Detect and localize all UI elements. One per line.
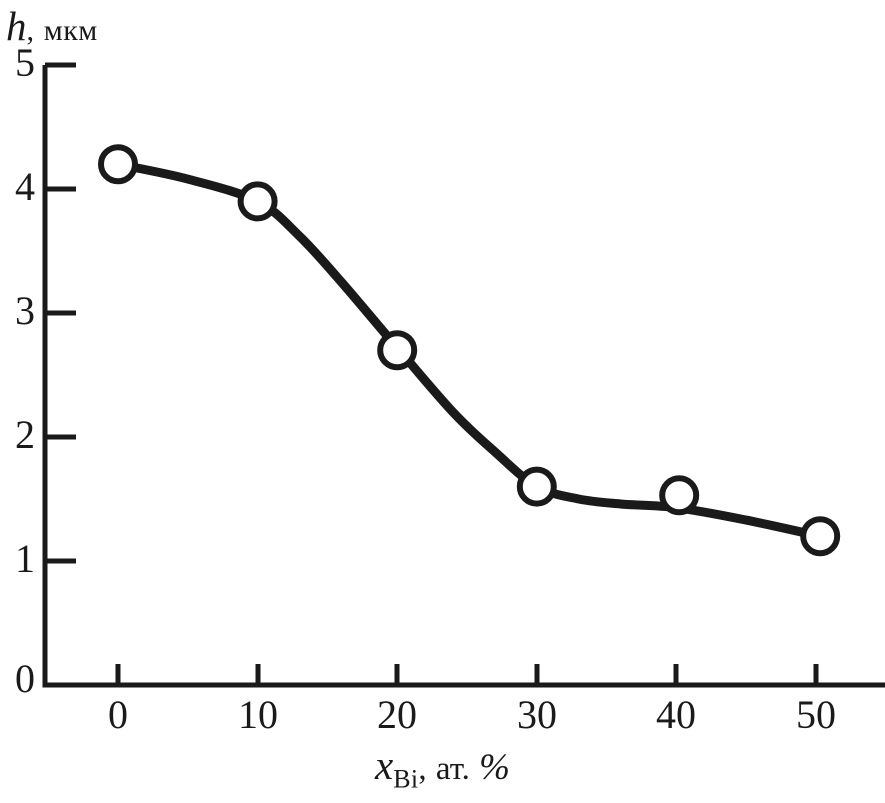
- x-axis-separator: ,: [418, 751, 427, 787]
- y-axis-symbol: h: [6, 3, 27, 49]
- y-axis-units: мкм: [43, 14, 98, 47]
- y-tick-label-2: 2: [15, 412, 35, 457]
- x-axis-symbol: x: [375, 742, 394, 788]
- y-tick-label-4: 4: [15, 164, 35, 209]
- data-point-marker: [516, 466, 557, 507]
- axis-spines: [42, 65, 885, 688]
- x-axis-units: ат.: [435, 751, 470, 787]
- data-point-marker: [377, 330, 418, 371]
- y-axis-title: h, мкм: [6, 6, 98, 47]
- data-point-marker: [237, 181, 278, 222]
- x-tick-label-40: 40: [656, 692, 696, 737]
- y-axis-separator: ,: [26, 14, 35, 47]
- x-tick-label-50: 50: [796, 692, 836, 737]
- x-axis-ticks: [115, 664, 819, 685]
- y-tick-label-0: 0: [15, 656, 35, 701]
- x-tick-label-20: 20: [377, 692, 417, 737]
- data-point-marker: [98, 144, 138, 185]
- y-tick-label-3: 3: [15, 288, 35, 333]
- x-tick-label-0: 0: [108, 692, 128, 737]
- y-tick-label-1: 1: [15, 536, 35, 581]
- x-axis-title: xBi, ат. %: [0, 745, 885, 792]
- x-tick-label-30: 30: [517, 692, 557, 737]
- data-markers: [98, 144, 841, 557]
- data-point-marker: [800, 516, 841, 557]
- data-point-marker: [659, 475, 700, 516]
- y-axis-ticks: [45, 62, 76, 564]
- x-tick-label-10: 10: [238, 692, 278, 737]
- y-tick-label-5: 5: [15, 40, 35, 85]
- x-axis-subscript: Bi: [393, 764, 419, 794]
- data-series-line: [113, 159, 825, 541]
- x-axis-percent: %: [479, 747, 510, 788]
